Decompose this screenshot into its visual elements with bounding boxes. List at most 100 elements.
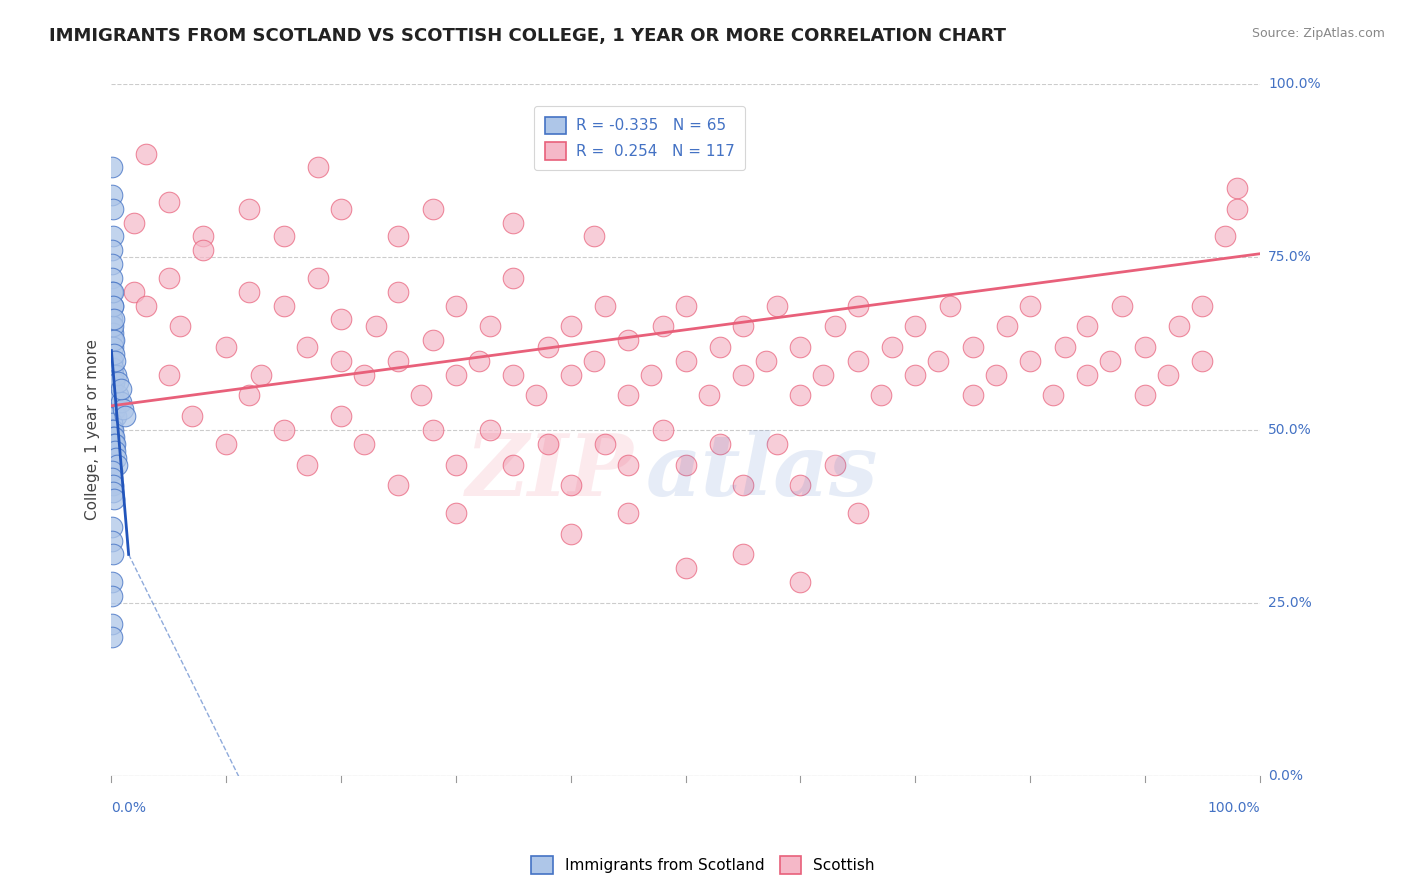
Point xyxy=(502,271,524,285)
Point xyxy=(105,409,128,424)
Point xyxy=(1053,340,1076,354)
Point xyxy=(651,423,673,437)
Point xyxy=(1157,368,1180,382)
Point xyxy=(193,229,215,244)
Point xyxy=(789,575,811,590)
Point xyxy=(135,299,157,313)
Point xyxy=(101,478,124,492)
Point xyxy=(731,368,754,382)
Point xyxy=(193,244,215,258)
Point xyxy=(1076,319,1098,334)
Point xyxy=(1099,354,1122,368)
Point xyxy=(1226,202,1249,216)
Point xyxy=(731,478,754,492)
Text: 75.0%: 75.0% xyxy=(1268,251,1312,264)
Point xyxy=(105,458,128,472)
Point xyxy=(101,202,124,216)
Point xyxy=(675,299,697,313)
Point xyxy=(124,285,146,299)
Point xyxy=(789,478,811,492)
Point xyxy=(824,458,846,472)
Point xyxy=(766,299,789,313)
Point xyxy=(101,471,124,485)
Point xyxy=(755,354,778,368)
Point xyxy=(101,319,124,334)
Point xyxy=(444,458,467,472)
Text: IMMIGRANTS FROM SCOTLAND VS SCOTTISH COLLEGE, 1 YEAR OR MORE CORRELATION CHART: IMMIGRANTS FROM SCOTLAND VS SCOTTISH COL… xyxy=(49,27,1007,45)
Point xyxy=(582,229,605,244)
Point xyxy=(104,402,127,417)
Point xyxy=(411,388,433,402)
Point xyxy=(103,395,125,409)
Point xyxy=(105,368,128,382)
Point xyxy=(169,319,191,334)
Point xyxy=(101,188,124,202)
Point xyxy=(180,409,202,424)
Point xyxy=(479,319,502,334)
Point xyxy=(617,458,640,472)
Point xyxy=(157,271,180,285)
Point xyxy=(101,430,124,444)
Point xyxy=(157,368,180,382)
Point xyxy=(101,326,124,341)
Point xyxy=(101,360,124,375)
Point xyxy=(502,216,524,230)
Point xyxy=(101,520,124,534)
Point xyxy=(103,375,125,389)
Point xyxy=(101,533,124,548)
Point xyxy=(273,229,295,244)
Point xyxy=(1191,299,1213,313)
Point xyxy=(824,319,846,334)
Point xyxy=(295,340,318,354)
Point xyxy=(215,340,238,354)
Point xyxy=(101,299,124,313)
Point xyxy=(101,271,124,285)
Point xyxy=(101,416,124,430)
Point xyxy=(110,395,132,409)
Point xyxy=(675,354,697,368)
Point xyxy=(330,409,353,424)
Point xyxy=(962,388,984,402)
Point xyxy=(387,285,409,299)
Point xyxy=(295,458,318,472)
Point xyxy=(353,437,375,451)
Point xyxy=(330,202,353,216)
Point xyxy=(537,437,560,451)
Point xyxy=(938,299,960,313)
Point xyxy=(103,492,125,507)
Point xyxy=(101,388,124,402)
Point xyxy=(273,423,295,437)
Point xyxy=(353,368,375,382)
Point xyxy=(238,388,260,402)
Point xyxy=(101,465,124,479)
Point xyxy=(1213,229,1236,244)
Point xyxy=(387,354,409,368)
Point xyxy=(104,437,127,451)
Point xyxy=(273,299,295,313)
Point xyxy=(101,319,124,334)
Point xyxy=(103,375,125,389)
Point xyxy=(101,589,124,603)
Point xyxy=(101,382,124,396)
Point xyxy=(468,354,491,368)
Point xyxy=(444,299,467,313)
Text: 100.0%: 100.0% xyxy=(1268,78,1320,92)
Point xyxy=(110,382,132,396)
Text: ZIP: ZIP xyxy=(465,430,634,513)
Point xyxy=(364,319,387,334)
Point xyxy=(101,485,124,500)
Point xyxy=(789,340,811,354)
Point xyxy=(307,161,329,175)
Point xyxy=(249,368,271,382)
Point xyxy=(103,333,125,347)
Point xyxy=(101,368,124,382)
Point xyxy=(984,368,1007,382)
Point xyxy=(103,437,125,451)
Point xyxy=(904,319,927,334)
Point xyxy=(101,354,124,368)
Point xyxy=(422,423,444,437)
Point xyxy=(869,388,891,402)
Point xyxy=(330,354,353,368)
Point xyxy=(582,354,605,368)
Point xyxy=(444,368,467,382)
